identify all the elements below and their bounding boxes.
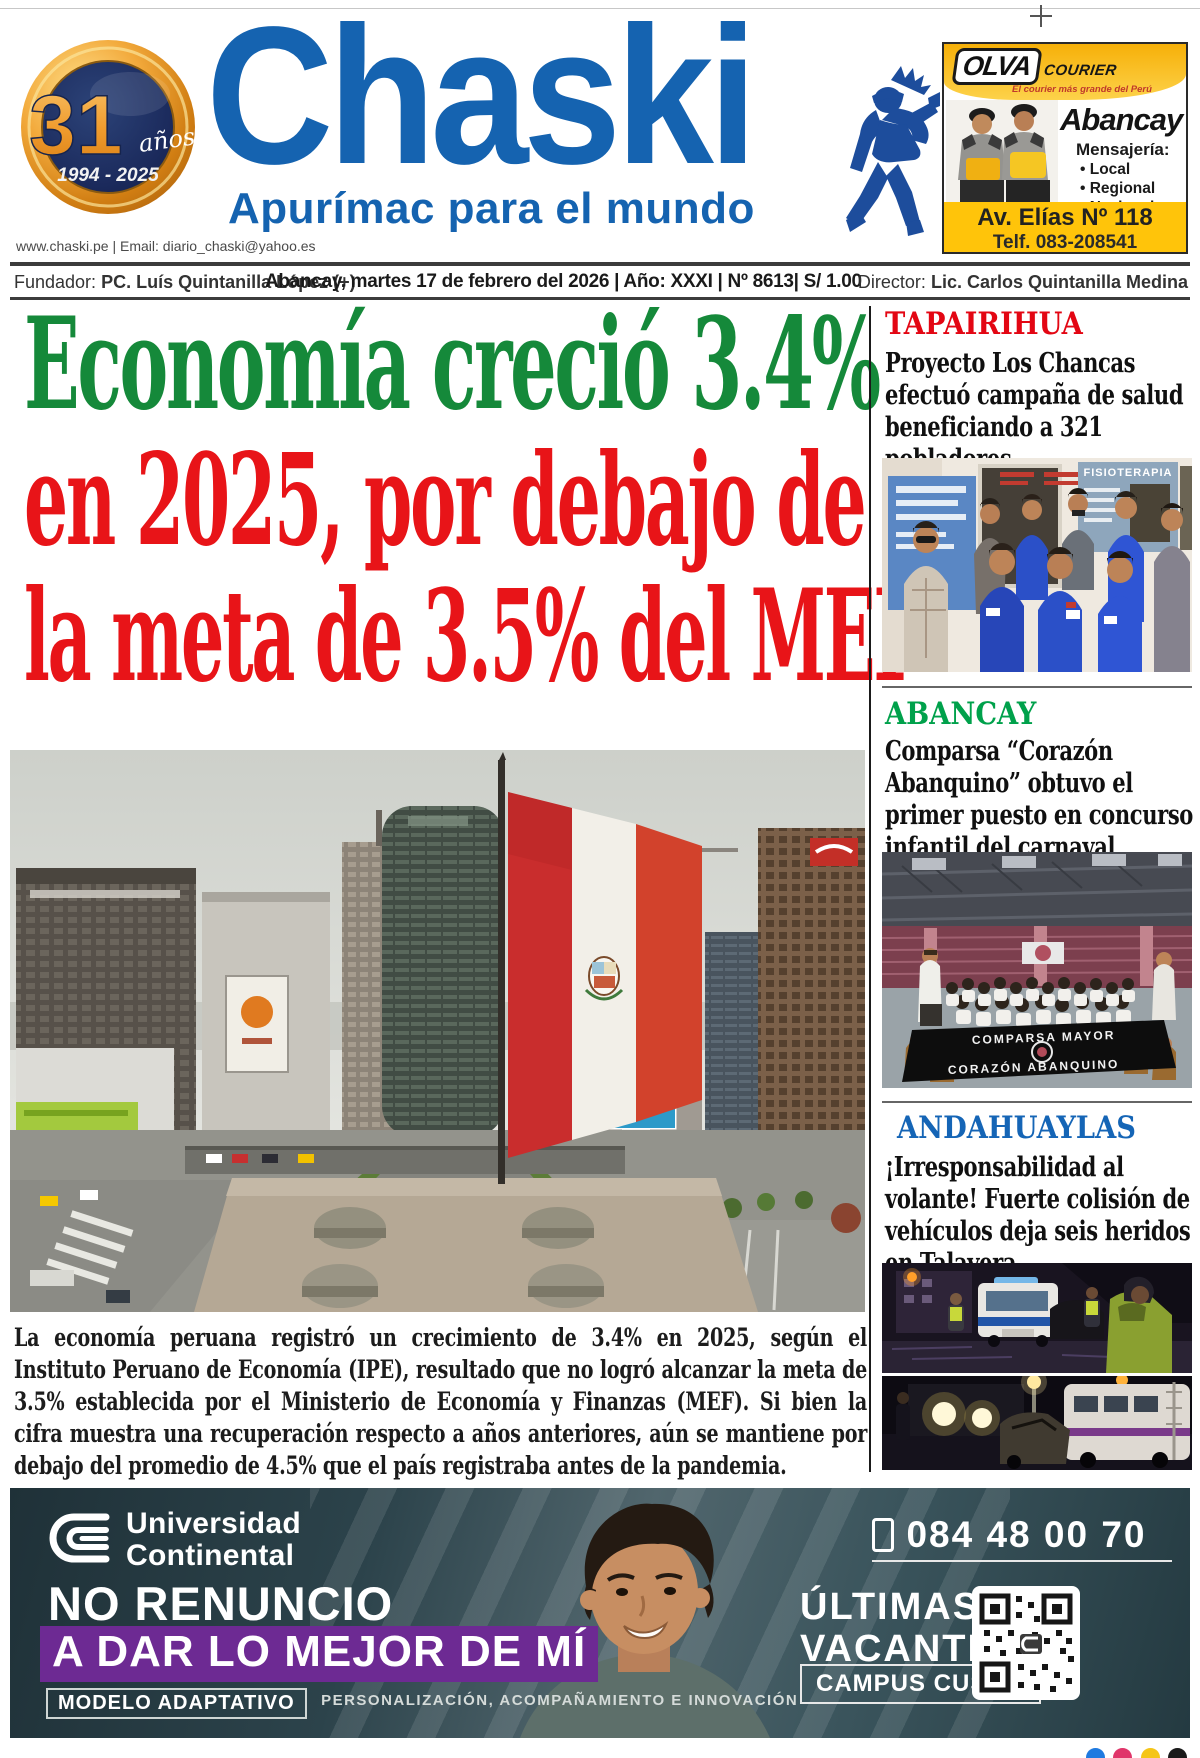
universidad-brand: Universidad Continental	[126, 1508, 301, 1572]
folio-rule-top	[10, 262, 1190, 266]
column-divider	[869, 306, 871, 1472]
kicker-tapairihua: TAPAIRIHUA	[885, 306, 1083, 342]
main-photo-lima-flag	[10, 750, 865, 1312]
kicker-andahuaylas: ANDAHUAYLAS	[897, 1110, 1136, 1146]
email-icon	[1140, 1748, 1160, 1758]
model-desc: PERSONALIZACIÓN, ACOMPAÑAMIENTO E INNOVA…	[321, 1692, 799, 1709]
olva-address-band: Av. Elías Nº 118 Telf. 083-208541	[944, 202, 1186, 253]
headline-tapairihua: Proyecto Los Chancas efectuó campaña de …	[885, 348, 1184, 475]
svg-text:1994 - 2025: 1994 - 2025	[57, 165, 159, 186]
ad-slogan-line1: NO RENUNCIO	[48, 1577, 394, 1630]
folio-founder: Fundador: PC. Luís Quintanilla López (+)	[14, 272, 356, 293]
olva-phone: Telf. 083-208541	[992, 232, 1138, 253]
olva-couriers-photo	[946, 100, 1058, 204]
svg-text:CORAZÓN ABANQUINO: CORAZÓN ABANQUINO	[948, 1056, 1120, 1077]
top-hairline	[0, 8, 1200, 9]
olva-address: Av. Elías Nº 118	[977, 204, 1153, 231]
ad-phone: 084 48 00 70	[906, 1514, 1147, 1555]
ad-slogan-line2: A DAR LO MEJOR DE MÍ	[40, 1626, 599, 1682]
olva-city: Abancay	[1060, 102, 1183, 137]
facebook-icon	[1086, 1748, 1105, 1758]
director-label: Director:	[857, 272, 926, 292]
sidebar-divider-2	[882, 1101, 1192, 1103]
newspaper-tagline: Apurímac para el mundo	[228, 184, 755, 233]
accident-photo-1	[882, 1263, 1192, 1373]
qr-code	[972, 1586, 1080, 1700]
health-campaign-photo: FISIOTERAPIA	[882, 458, 1192, 672]
newspaper-title: Chaski	[206, 0, 757, 205]
sidebar-divider-1	[882, 686, 1192, 688]
founder-name: PC. Luís Quintanilla López (+)	[101, 272, 356, 292]
olva-service-item: Regional	[1080, 179, 1155, 198]
instagram-icon	[1113, 1748, 1133, 1758]
lead-headline-line1: Economía creció 3.4%	[24, 290, 881, 438]
phone-row: 084 48 00 70	[872, 1514, 1172, 1562]
folio-edition: Abancay, martes 17 de febrero del 2026 |…	[265, 271, 862, 292]
svg-text:COMPARSA MAYOR: COMPARSA MAYOR	[972, 1028, 1116, 1047]
folio-director: Director: Lic. Carlos Quintanilla Medina	[858, 272, 1188, 293]
tiktok-icon	[1168, 1748, 1188, 1758]
brand-line2: Continental	[126, 1539, 295, 1572]
cta-line1: ÚLTIMAS	[800, 1586, 981, 1628]
model-badge: MODELO ADAPTATIVO	[46, 1688, 307, 1719]
lead-body-text: La economía peruana registró un crecimie…	[14, 1323, 868, 1480]
founder-label: Fundador:	[14, 272, 97, 292]
phone-underline	[872, 1560, 1172, 1562]
headline-abancay: Comparsa “Corazón Abanquino” obtuvo el p…	[885, 736, 1193, 863]
social-icons-row	[1086, 1748, 1191, 1758]
folio-rule-bottom	[10, 297, 1190, 300]
crop-mark-icon	[1030, 5, 1052, 27]
svg-text:31: 31	[29, 78, 122, 172]
chaski-messenger-icon	[846, 66, 940, 236]
kicker-abancay: ABANCAY	[885, 696, 1037, 732]
carnival-photo: COMPARSA MAYOR CORAZÓN ABANQUINO	[882, 852, 1192, 1088]
masthead-contact: www.chaski.pe | Email: diario_chaski@yah…	[16, 238, 316, 254]
olva-brand: OLVA COURIER	[951, 48, 1118, 85]
olva-slogan: El courier más grande del Perú	[1012, 84, 1152, 95]
anniversary-badge: 31 años 1994 - 2025	[21, 40, 197, 214]
phone-icon	[872, 1518, 894, 1552]
universidad-continental-logo-icon	[49, 1513, 110, 1563]
svg-text:FISIOTERAPIA: FISIOTERAPIA	[1083, 467, 1172, 479]
headline-andahuaylas: ¡Irresponsabilidad al volante! Fuerte co…	[885, 1152, 1191, 1279]
olva-courier-ad: OLVA COURIER El courier más grande del P…	[942, 42, 1188, 254]
ad-model-row: MODELO ADAPTATIVO PERSONALIZACIÓN, ACOMP…	[46, 1688, 798, 1719]
lead-headline-line3: la meta de 3.5% del MEF	[24, 562, 922, 710]
university-ad: Universidad Continental NO RENUNCIO A DA…	[10, 1488, 1190, 1738]
brand-line1: Universidad	[126, 1507, 302, 1540]
olva-service-item: Local	[1080, 160, 1155, 179]
olva-services-title: Mensajería:	[1076, 140, 1170, 159]
lead-headline-line2: en 2025, por debajo de	[24, 426, 867, 574]
director-name: Lic. Carlos Quintanilla Medina	[930, 272, 1188, 292]
accident-photo-2	[882, 1376, 1192, 1470]
